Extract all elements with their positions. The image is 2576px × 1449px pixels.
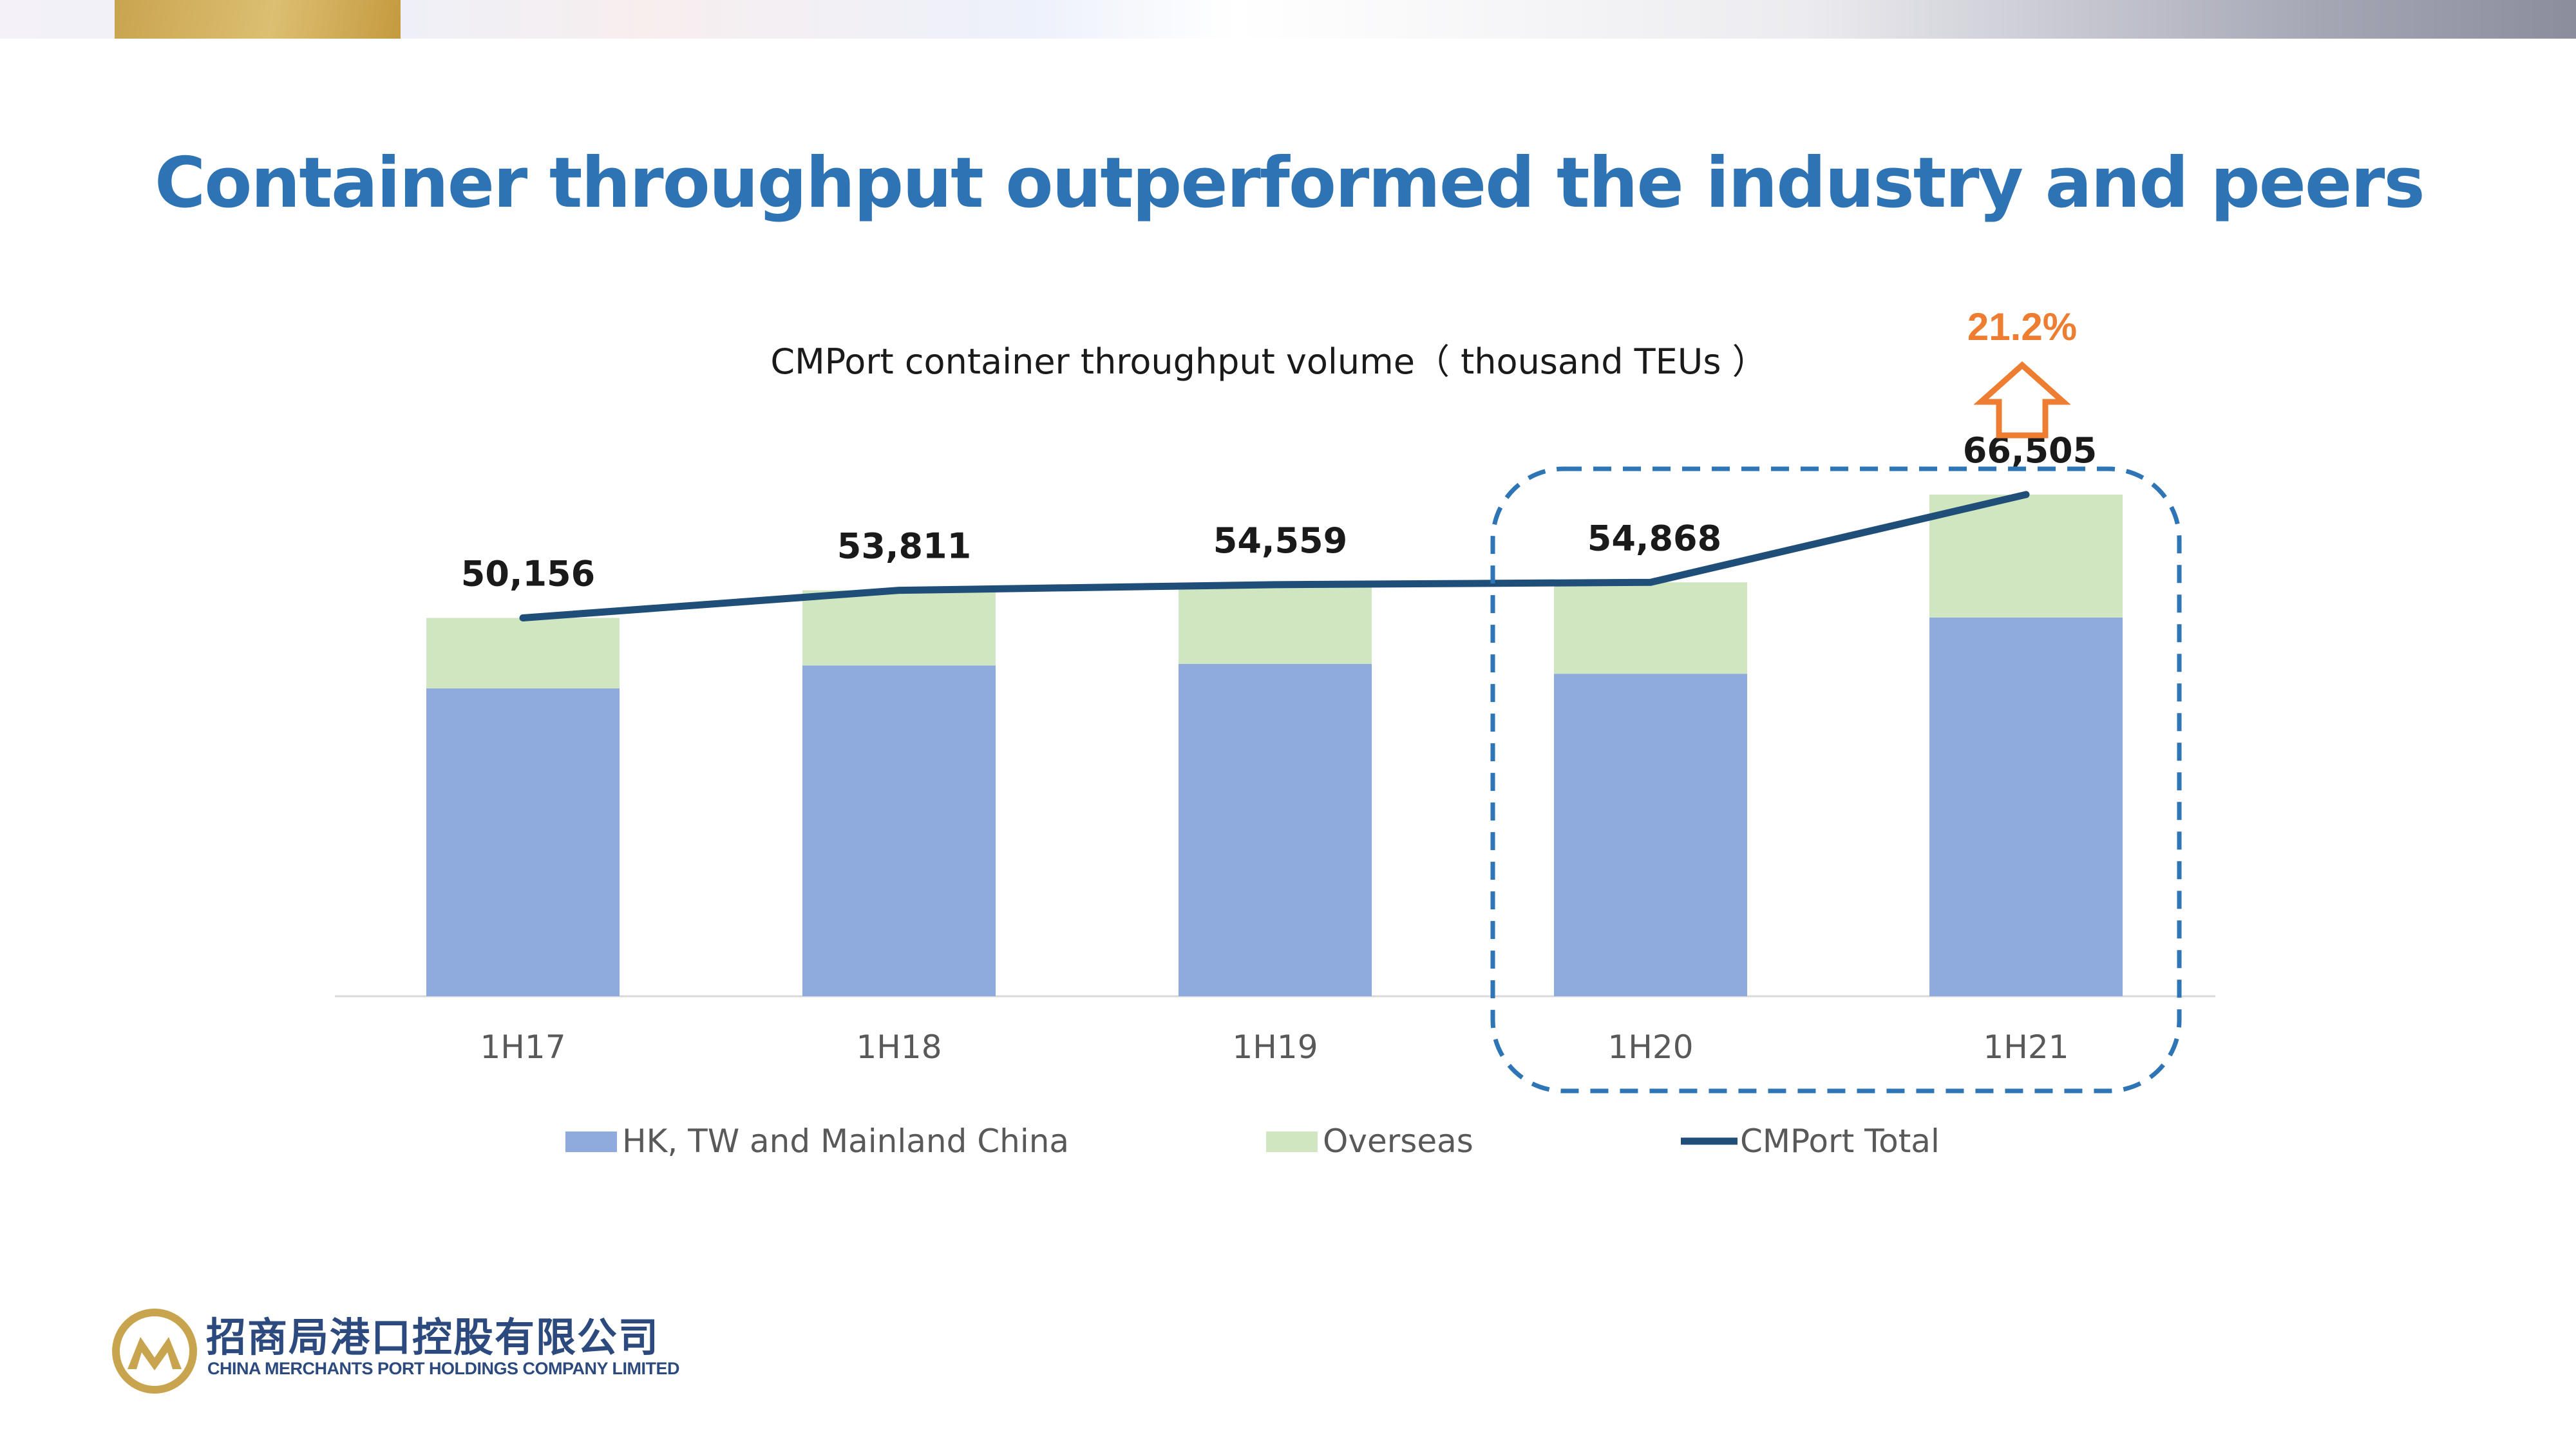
bar-overseas-1h18 xyxy=(802,590,996,666)
total-point-1h18 xyxy=(896,587,902,593)
legend-swatch-overseas xyxy=(1266,1132,1318,1152)
legend-label: Overseas xyxy=(1323,1122,1473,1160)
cmport-emblem-icon xyxy=(112,1309,197,1394)
total-point-1h21 xyxy=(2023,491,2029,497)
up-arrow-icon xyxy=(1973,361,2071,439)
logo-english-name: CHINA MERCHANTS PORT HOLDINGS COMPANY LI… xyxy=(207,1359,680,1378)
logo-chinese-name: 招商局港口控股有限公司 xyxy=(206,1314,660,1361)
bar-hk-tw-mainland-1h19 xyxy=(1179,663,1372,996)
total-data-label: 54,868 xyxy=(1587,518,1721,558)
total-point-1h19 xyxy=(1273,582,1278,587)
bar-overseas-1h17 xyxy=(426,618,620,688)
x-tick-label: 1H20 xyxy=(1607,1028,1693,1066)
bar-hk-tw-mainland-1h20 xyxy=(1554,674,1747,996)
total-point-1h20 xyxy=(1648,580,1653,585)
x-tick-label: 1H21 xyxy=(1983,1028,2069,1066)
bar-overseas-1h20 xyxy=(1554,582,1747,674)
bar-hk-tw-mainland-1h18 xyxy=(802,665,996,996)
x-tick-label: 1H19 xyxy=(1232,1028,1318,1066)
bar-overseas-1h19 xyxy=(1179,584,1372,664)
bar-overseas-1h21 xyxy=(1929,494,2123,618)
chart-title: CMPort container throughput volume（ thou… xyxy=(770,341,1766,382)
top-gold-accent xyxy=(115,0,401,39)
growth-percentage-label: 21.2% xyxy=(1967,305,2077,348)
top-decorative-band xyxy=(0,0,2576,39)
x-tick-label: 1H18 xyxy=(856,1028,942,1066)
total-point-1h17 xyxy=(520,615,526,621)
bar-hk-tw-mainland-1h21 xyxy=(1929,617,2123,996)
legend-label: HK, TW and Mainland China xyxy=(622,1122,1069,1160)
legend-swatch-hk-tw-mainland xyxy=(565,1132,617,1152)
bar-hk-tw-mainland-1h17 xyxy=(426,688,620,996)
total-data-label: 50,156 xyxy=(461,553,595,594)
x-tick-label: 1H17 xyxy=(480,1028,565,1066)
highlight-dashed-box xyxy=(1490,466,2182,1094)
legend-label: CMPort Total xyxy=(1740,1122,1940,1160)
company-logo: 招商局港口控股有限公司 CHINA MERCHANTS PORT HOLDING… xyxy=(109,1300,702,1403)
total-data-label: 53,811 xyxy=(837,526,971,567)
page-title: Container throughput outperformed the in… xyxy=(155,143,2425,223)
total-data-label: 54,559 xyxy=(1213,520,1347,561)
